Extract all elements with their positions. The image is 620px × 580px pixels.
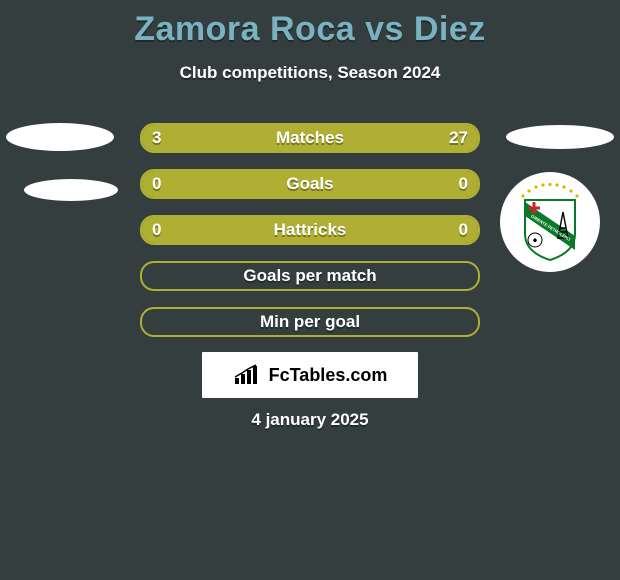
stat-value-right: 0 [459,171,468,197]
stat-value-right: 27 [449,125,468,151]
stat-value-left: 0 [152,217,161,243]
stat-fill-right [310,171,478,197]
stat-fill-right [176,125,478,151]
stat-label: Min per goal [142,309,478,335]
stat-fill-right [310,217,478,243]
fctables-chart-icon [233,364,263,386]
stat-value-right: 0 [459,217,468,243]
stats-bars: 3 27 Matches 0 0 Goals 0 0 Hattricks Goa… [140,123,480,353]
stat-value-left: 3 [152,125,161,151]
away-club-crest-icon: ORIENTE PETROLERO [513,182,587,262]
stat-bar-hattricks: 0 0 Hattricks [140,215,480,245]
stat-fill-left [142,217,310,243]
stat-bar-min-per-goal: Min per goal [140,307,480,337]
stat-bar-goals-per-match: Goals per match [140,261,480,291]
home-badge-ellipse-top [6,123,114,151]
stat-fill-left [142,171,310,197]
fctables-label: FcTables.com [269,365,388,386]
stat-bar-goals: 0 0 Goals [140,169,480,199]
date-label: 4 january 2025 [0,410,620,430]
away-club-crest-container: ORIENTE PETROLERO [500,172,600,272]
fctables-link[interactable]: FcTables.com [202,352,418,398]
home-badge-ellipse-bottom [24,179,118,201]
page-subtitle: Club competitions, Season 2024 [0,63,620,83]
away-badge-ellipse-top [506,125,614,149]
stat-bar-matches: 3 27 Matches [140,123,480,153]
stat-value-left: 0 [152,171,161,197]
stat-label: Goals per match [142,263,478,289]
page-title: Zamora Roca vs Diez [0,0,620,49]
